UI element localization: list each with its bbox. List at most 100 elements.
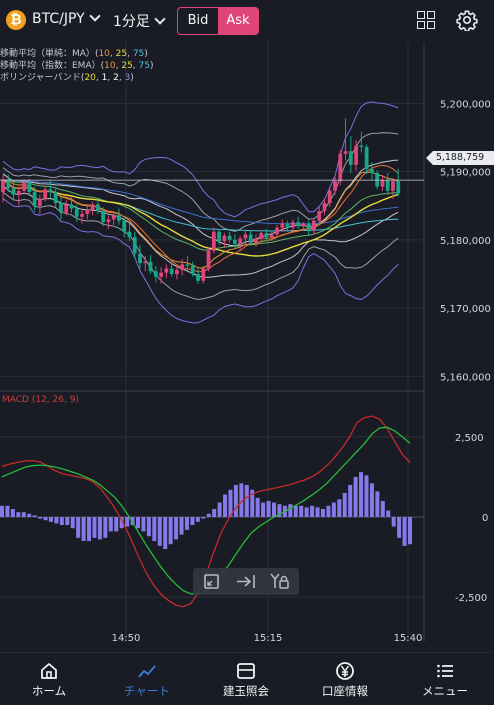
candle-body <box>64 204 69 213</box>
macd-histogram-bar <box>353 476 358 517</box>
candle-body <box>48 189 53 193</box>
expand-icon[interactable] <box>196 568 226 595</box>
macd-histogram-bar <box>337 499 342 517</box>
bid-ask-toggle[interactable]: Bid Ask <box>177 7 259 35</box>
macd-histogram-bar <box>48 517 53 522</box>
candle-body <box>37 198 42 206</box>
currency-pair-selector[interactable]: BTC/JPY <box>32 10 101 27</box>
macd-histogram-bar <box>59 517 64 526</box>
macd-histogram-bar <box>348 484 353 517</box>
macd-histogram-bar <box>70 517 75 529</box>
chart-line-icon <box>138 665 156 678</box>
ma-label: 移動平均（単純：MA） <box>0 49 95 59</box>
bb-period-2: 1 <box>101 73 108 83</box>
candle-body <box>16 190 21 195</box>
macd-histogram-bar <box>32 515 37 517</box>
macd-histogram-bar <box>76 517 81 538</box>
indicator-legend-bollinger[interactable]: ボリンジャーバンド(20, 1, 2, 3) <box>0 73 134 83</box>
candle-body <box>211 231 216 251</box>
macd-legend[interactable]: MACD (12, 26, 9) <box>2 395 79 405</box>
ema-10-line <box>2 171 399 269</box>
gear-icon[interactable] <box>456 9 478 31</box>
tab-home[interactable]: ホーム <box>0 653 98 705</box>
macd-histogram-bar <box>369 483 374 517</box>
macd-histogram-bar <box>408 517 412 545</box>
tab-positions-label: 建玉照会 <box>223 684 269 698</box>
timeframe-label: 1分足 <box>113 14 150 30</box>
macd-histogram-bar <box>0 505 4 517</box>
candle-body <box>285 223 290 228</box>
macd-histogram-bar <box>5 505 10 517</box>
macd-histogram-bar <box>364 475 369 517</box>
candle-body <box>190 265 195 274</box>
candle-body <box>227 235 232 240</box>
candle-body <box>327 190 332 204</box>
macd-histogram-bar <box>125 517 130 527</box>
timeframe-selector[interactable]: 1分足 <box>113 11 166 31</box>
macd-histogram-bar <box>397 517 402 538</box>
tab-menu[interactable]: メニュー <box>396 653 494 705</box>
macd-histogram-bar <box>201 517 206 519</box>
macd-histogram-bar <box>43 517 48 521</box>
grid-layout-icon[interactable] <box>417 11 435 29</box>
macd-histogram-bar <box>228 489 233 517</box>
app-header: ₿ BTC/JPY 1分足 Bid Ask <box>0 0 494 42</box>
candle-body <box>95 204 100 212</box>
y-axis-lock-icon[interactable] <box>265 568 295 595</box>
tab-account[interactable]: 口座情報 <box>296 653 394 705</box>
candle-body <box>43 189 48 199</box>
macd-histogram-bar <box>152 517 157 542</box>
macd-histogram-bar <box>239 483 244 517</box>
macd-histogram-bar <box>212 508 217 517</box>
arrow-to-edge-icon[interactable] <box>231 568 261 595</box>
price-tick-label: 5,180,000 <box>440 236 491 247</box>
indicator-legend-ma[interactable]: 移動平均（単純：MA）(10, 25, 75) <box>0 49 148 59</box>
macd-histogram-bar <box>233 484 238 517</box>
macd-histogram-bar <box>304 507 309 517</box>
macd-histogram-bar <box>315 507 320 517</box>
macd-histogram-bar <box>195 517 200 522</box>
candle-body <box>312 220 316 231</box>
candle-body <box>380 179 385 187</box>
ask-button[interactable]: Ask <box>218 8 258 34</box>
macd-histogram-bar <box>342 492 347 517</box>
price-tick-label: 5,200,000 <box>440 99 491 110</box>
bollinger-lower-band <box>2 197 399 324</box>
macd-histogram-bar <box>108 517 113 532</box>
candle-body <box>132 237 137 254</box>
macd-histogram-bar <box>402 517 407 546</box>
current-price-tag: 5,188,759 <box>426 151 494 165</box>
bollinger-lower-band <box>2 185 399 278</box>
candle-body <box>391 181 395 191</box>
candle-body <box>396 181 401 194</box>
candle-body <box>59 203 63 213</box>
indicator-legend-ema[interactable]: 移動平均（指数：EMA）(10, 25, 75) <box>0 61 154 71</box>
macd-histogram-bar <box>255 497 260 517</box>
candle-body <box>243 234 248 239</box>
candle-body <box>201 268 206 281</box>
macd-histogram-bar <box>27 513 32 517</box>
candle-body <box>169 268 174 274</box>
bitcoin-icon: ₿ <box>6 10 26 30</box>
candle-body <box>106 219 111 223</box>
yen-coin-icon <box>336 662 354 680</box>
menu-list-icon <box>437 664 453 678</box>
price-chart-canvas[interactable]: 5,200,000 5,190,000 5,180,000 5,170,000 5,16… <box>0 42 494 652</box>
candle-body <box>180 264 185 270</box>
bid-button[interactable]: Bid <box>187 13 209 28</box>
time-tick-label: 15:40 <box>394 633 423 644</box>
tab-positions[interactable]: 建玉照会 <box>197 653 295 705</box>
chart-area[interactable]: 5,200,000 5,190,000 5,180,000 5,170,000 5,16… <box>0 42 494 652</box>
bb-period-3: 2 <box>113 73 119 83</box>
macd-histogram-bar <box>310 505 315 517</box>
tab-chart[interactable]: チャート <box>98 653 196 705</box>
macd-histogram-bar <box>217 502 222 517</box>
macd-histogram-bar <box>272 502 276 517</box>
macd-histogram-bar <box>299 505 304 517</box>
candle-body <box>206 250 211 269</box>
macd-histogram-bar <box>386 510 391 517</box>
macd-histogram-bar <box>87 517 92 542</box>
macd-histogram-bar <box>65 517 70 526</box>
ema-75-line <box>2 179 399 225</box>
macd-tick-label: 0 <box>482 513 488 524</box>
